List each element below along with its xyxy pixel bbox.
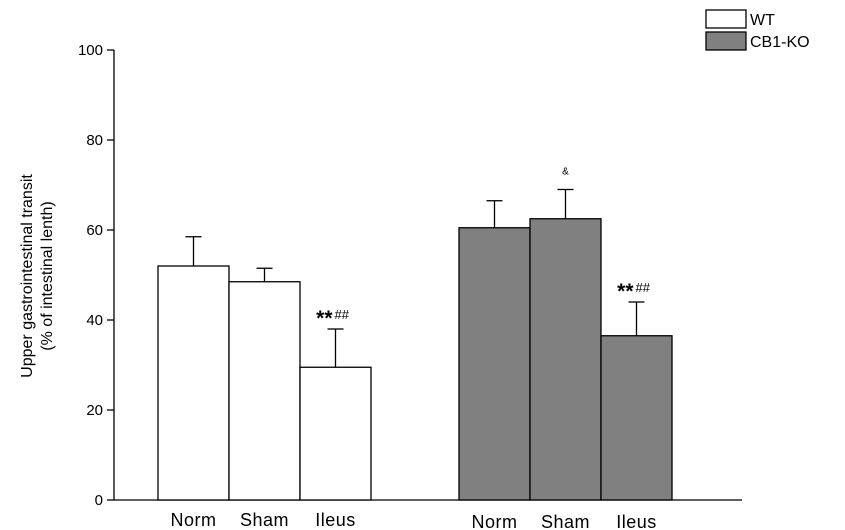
category-label: Norm: [472, 512, 518, 530]
bar: [299, 366, 372, 501]
y-tick-label: 20: [86, 402, 103, 419]
bar: [228, 281, 301, 501]
y-tick-label: 40: [86, 312, 103, 329]
y-axis-label-group: Upper gastrointestinal transit (% of inte…: [19, 174, 56, 378]
category-label: Norm: [171, 510, 217, 530]
significance-marker: **: [617, 280, 634, 303]
bars: ** ##&** ##: [157, 167, 673, 501]
significance-marker: ##: [335, 307, 350, 322]
legend: WT CB1-KO: [705, 9, 810, 51]
y-axis-label: Upper gastrointestinal transit (% of inte…: [19, 174, 56, 378]
bar: [157, 265, 230, 501]
y-axis-label-line: (% of intestinal lenth): [39, 201, 56, 350]
y-tick-label: 80: [86, 132, 103, 149]
y-tick-label: 100: [78, 42, 103, 59]
y-tick-label: 0: [95, 492, 103, 509]
category-label: Ileus: [315, 510, 356, 530]
legend-label: WT: [750, 12, 775, 29]
legend-swatch: [705, 31, 747, 51]
y-axis-label-line: Upper gastrointestinal transit: [19, 174, 36, 378]
legend-label: CB1-KO: [750, 34, 810, 51]
category-labels: Norm Sham Ileus Norm Sham Ileus: [171, 510, 657, 530]
category-label: Ileus: [616, 512, 657, 530]
significance-marker: &: [562, 167, 569, 178]
significance-marker: **: [316, 307, 333, 330]
bar: [600, 335, 673, 501]
bar: [458, 227, 531, 501]
category-label: Sham: [240, 510, 289, 530]
legend-swatch: [705, 9, 747, 29]
category-label: Sham: [541, 512, 590, 530]
y-tick-label: 60: [86, 222, 103, 239]
significance-marker: ##: [636, 280, 651, 295]
bar: [529, 218, 602, 501]
